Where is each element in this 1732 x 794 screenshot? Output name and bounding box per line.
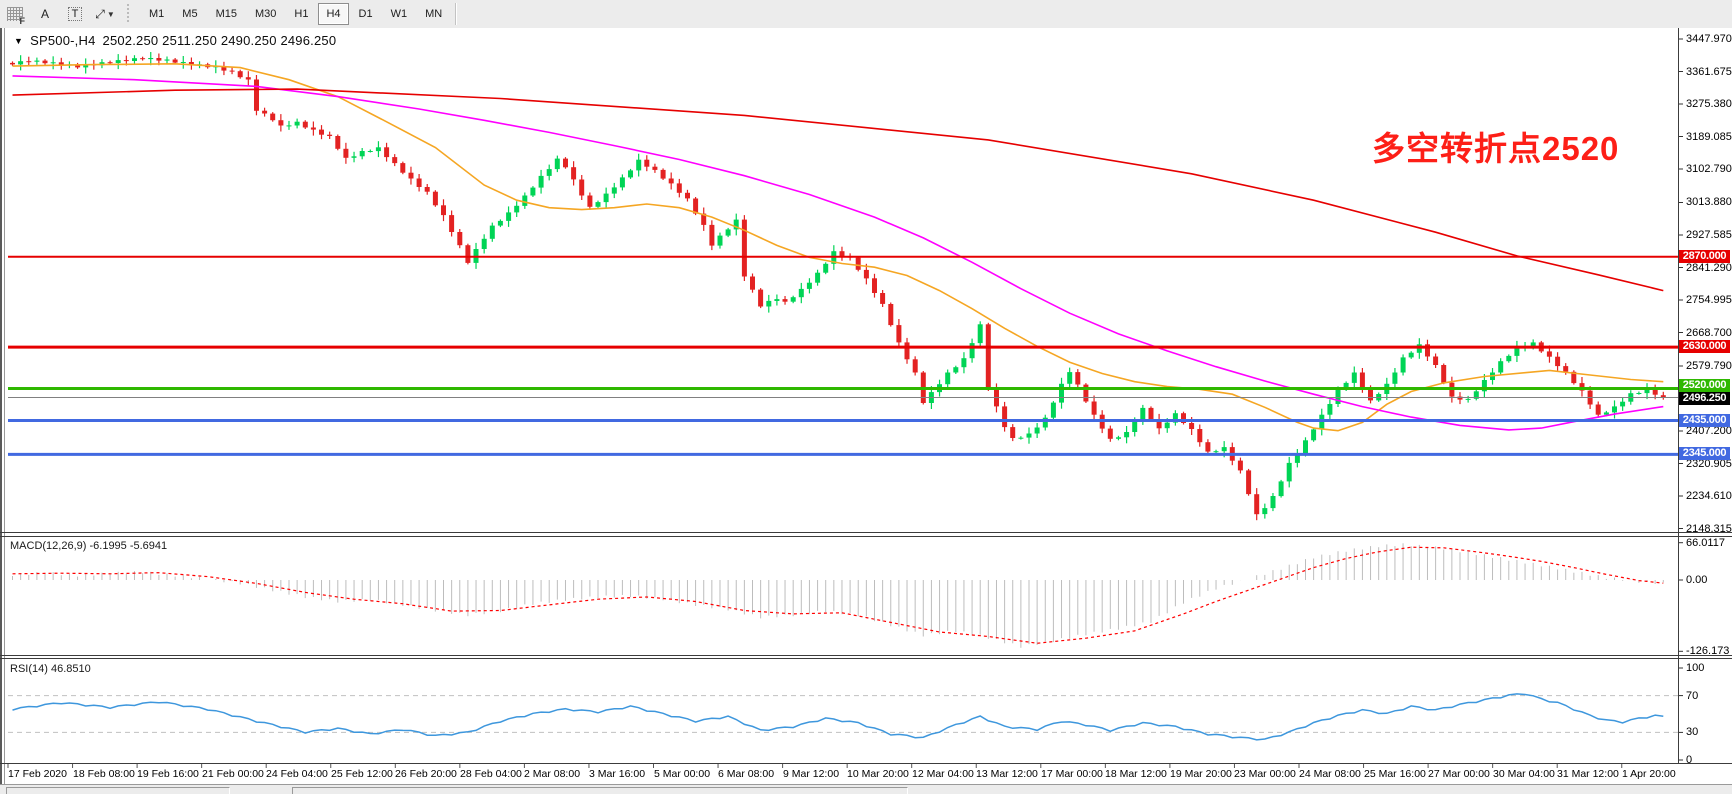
price-tick-label: 3102.790 bbox=[1686, 163, 1732, 175]
timeframe-mn-button[interactable]: MN bbox=[425, 8, 443, 20]
price-axis-border bbox=[1678, 28, 1679, 764]
time-tick-label: 10 Mar 20:00 bbox=[847, 768, 909, 780]
time-tick-label: 24 Mar 08:00 bbox=[1299, 768, 1361, 780]
timeframe-h4-button[interactable]: H4 bbox=[318, 3, 349, 25]
time-tick-label: 12 Mar 04:00 bbox=[912, 768, 974, 780]
current-price-badge: 2496.250 bbox=[1679, 392, 1730, 405]
macd-tick-label: -126.173 bbox=[1686, 645, 1730, 657]
rsi-tick-label: 30 bbox=[1686, 726, 1699, 738]
timeframe-h1-button[interactable]: H1 bbox=[294, 8, 309, 20]
price-tick-label: 2668.700 bbox=[1686, 327, 1732, 339]
time-tick-label: 21 Feb 00:00 bbox=[202, 768, 264, 780]
price-tick-label: 2320.905 bbox=[1686, 458, 1732, 470]
toolbar-grip-handle[interactable] bbox=[123, 4, 137, 24]
dropdown-caret-icon: ▼ bbox=[106, 9, 115, 19]
time-tick-label: 17 Mar 00:00 bbox=[1041, 768, 1103, 780]
price-tick-label: 3275.380 bbox=[1686, 98, 1732, 110]
level-price-badge: 2345.000 bbox=[1679, 447, 1730, 460]
rsi-panel-bottom-border bbox=[0, 763, 1732, 764]
rsi-label: RSI(14) 46.8510 bbox=[10, 663, 91, 675]
price-tick-label: 2148.315 bbox=[1686, 523, 1732, 535]
price-tick-label: 3189.085 bbox=[1686, 131, 1732, 143]
arrange-arrows-button[interactable]: ⤢ ▼ bbox=[91, 2, 119, 26]
price-tick-label: 2841.290 bbox=[1686, 262, 1732, 274]
time-tick-label: 1 Apr 20:00 bbox=[1622, 768, 1676, 780]
time-tick-label: 2 Mar 08:00 bbox=[524, 768, 581, 780]
chart-text-annotation: 多空转折点2520 bbox=[1372, 130, 1620, 167]
timeframe-m15-button[interactable]: M15 bbox=[215, 8, 237, 20]
time-tick-label: 19 Feb 16:00 bbox=[137, 768, 199, 780]
status-segment bbox=[6, 787, 230, 794]
time-tick-label: 13 Mar 12:00 bbox=[976, 768, 1038, 780]
status-segment bbox=[292, 787, 908, 794]
timeframe-d1-button[interactable]: D1 bbox=[358, 8, 373, 20]
time-tick-label: 27 Mar 00:00 bbox=[1428, 768, 1490, 780]
time-tick-label: 23 Mar 00:00 bbox=[1234, 768, 1296, 780]
time-tick-label: 25 Mar 16:00 bbox=[1364, 768, 1426, 780]
price-tick-label: 2234.610 bbox=[1686, 490, 1732, 502]
macd-tick-label: 66.0117 bbox=[1686, 537, 1725, 549]
price-tick-label: 2754.995 bbox=[1686, 294, 1732, 306]
time-tick-label: 19 Mar 20:00 bbox=[1170, 768, 1232, 780]
text-label-icon: T bbox=[67, 7, 83, 21]
chart-ohlc-values: 2502.250 2511.250 2490.250 2496.250 bbox=[102, 33, 337, 48]
chart-symbol-title: SP500-,H4 bbox=[30, 33, 96, 48]
level-price-badge: 2435.000 bbox=[1679, 414, 1730, 427]
timeframe-m5-button[interactable]: M5 bbox=[182, 8, 198, 20]
time-tick-label: 6 Mar 08:00 bbox=[718, 768, 775, 780]
macd-tick-label: 0.00 bbox=[1686, 574, 1708, 586]
time-tick-label: 26 Feb 20:00 bbox=[395, 768, 457, 780]
diagonal-arrows-icon: ⤢ bbox=[95, 6, 105, 21]
timeframe-w1-button[interactable]: W1 bbox=[390, 8, 408, 20]
level-price-badge: 2520.000 bbox=[1679, 379, 1730, 392]
price-tick-label: 3013.880 bbox=[1686, 196, 1732, 208]
status-bar bbox=[0, 784, 1732, 794]
timeframe-m30-button[interactable]: M30 bbox=[254, 8, 277, 20]
price-tick-label: 2927.585 bbox=[1686, 229, 1732, 241]
rsi-panel-top-border bbox=[0, 658, 1732, 659]
price-tick-label: 2579.790 bbox=[1686, 360, 1732, 372]
rsi-tick-label: 70 bbox=[1686, 690, 1699, 702]
macd-rsi-splitter[interactable] bbox=[0, 655, 1732, 656]
time-tick-label: 24 Feb 04:00 bbox=[266, 768, 328, 780]
time-tick-label: 30 Mar 04:00 bbox=[1493, 768, 1555, 780]
timeframe-group: M1 M5 M15 M30 H1 H4 D1 W1 MN bbox=[140, 3, 451, 25]
time-tick-label: 18 Feb 08:00 bbox=[73, 768, 135, 780]
font-tool-button[interactable]: A bbox=[31, 2, 59, 26]
collapse-triangle-icon[interactable]: ▼ bbox=[14, 35, 24, 46]
toolbar: F A T ⤢ ▼ M1 M5 M15 M30 H1 H4 D1 W1 MN bbox=[0, 0, 1732, 29]
level-price-badge: 2630.000 bbox=[1679, 340, 1730, 353]
macd-panel-top-border bbox=[0, 536, 1732, 537]
timeframe-m1-button[interactable]: M1 bbox=[149, 8, 165, 20]
time-tick-label: 28 Feb 04:00 bbox=[460, 768, 522, 780]
rsi-tick-label: 0 bbox=[1686, 754, 1693, 766]
toolbar-separator bbox=[455, 3, 457, 25]
price-tick-label: 3447.970 bbox=[1686, 33, 1732, 45]
chart-header: ▼ SP500-,H4 2502.250 2511.250 2490.250 2… bbox=[14, 33, 336, 48]
grid-f-icon: F bbox=[7, 7, 25, 26]
time-tick-label: 9 Mar 12:00 bbox=[783, 768, 840, 780]
rsi-tick-label: 100 bbox=[1686, 662, 1705, 674]
price-tick-label: 2407.200 bbox=[1686, 425, 1732, 437]
font-a-icon: A bbox=[40, 7, 49, 21]
price-tick-label: 3361.675 bbox=[1686, 66, 1732, 78]
time-tick-label: 5 Mar 00:00 bbox=[654, 768, 711, 780]
time-tick-label: 18 Mar 12:00 bbox=[1105, 768, 1167, 780]
time-tick-label: 31 Mar 12:00 bbox=[1557, 768, 1619, 780]
time-tick-label: 3 Mar 16:00 bbox=[589, 768, 646, 780]
text-label-tool-button[interactable]: T bbox=[61, 2, 89, 26]
time-tick-label: 25 Feb 12:00 bbox=[331, 768, 393, 780]
time-tick-label: 17 Feb 2020 bbox=[8, 768, 67, 780]
grid-f-tool-button[interactable]: F bbox=[1, 2, 29, 26]
macd-label: MACD(12,26,9) -6.1995 -5.6941 bbox=[10, 540, 168, 552]
main-macd-splitter[interactable] bbox=[0, 532, 1732, 533]
level-price-badge: 2870.000 bbox=[1679, 250, 1730, 263]
